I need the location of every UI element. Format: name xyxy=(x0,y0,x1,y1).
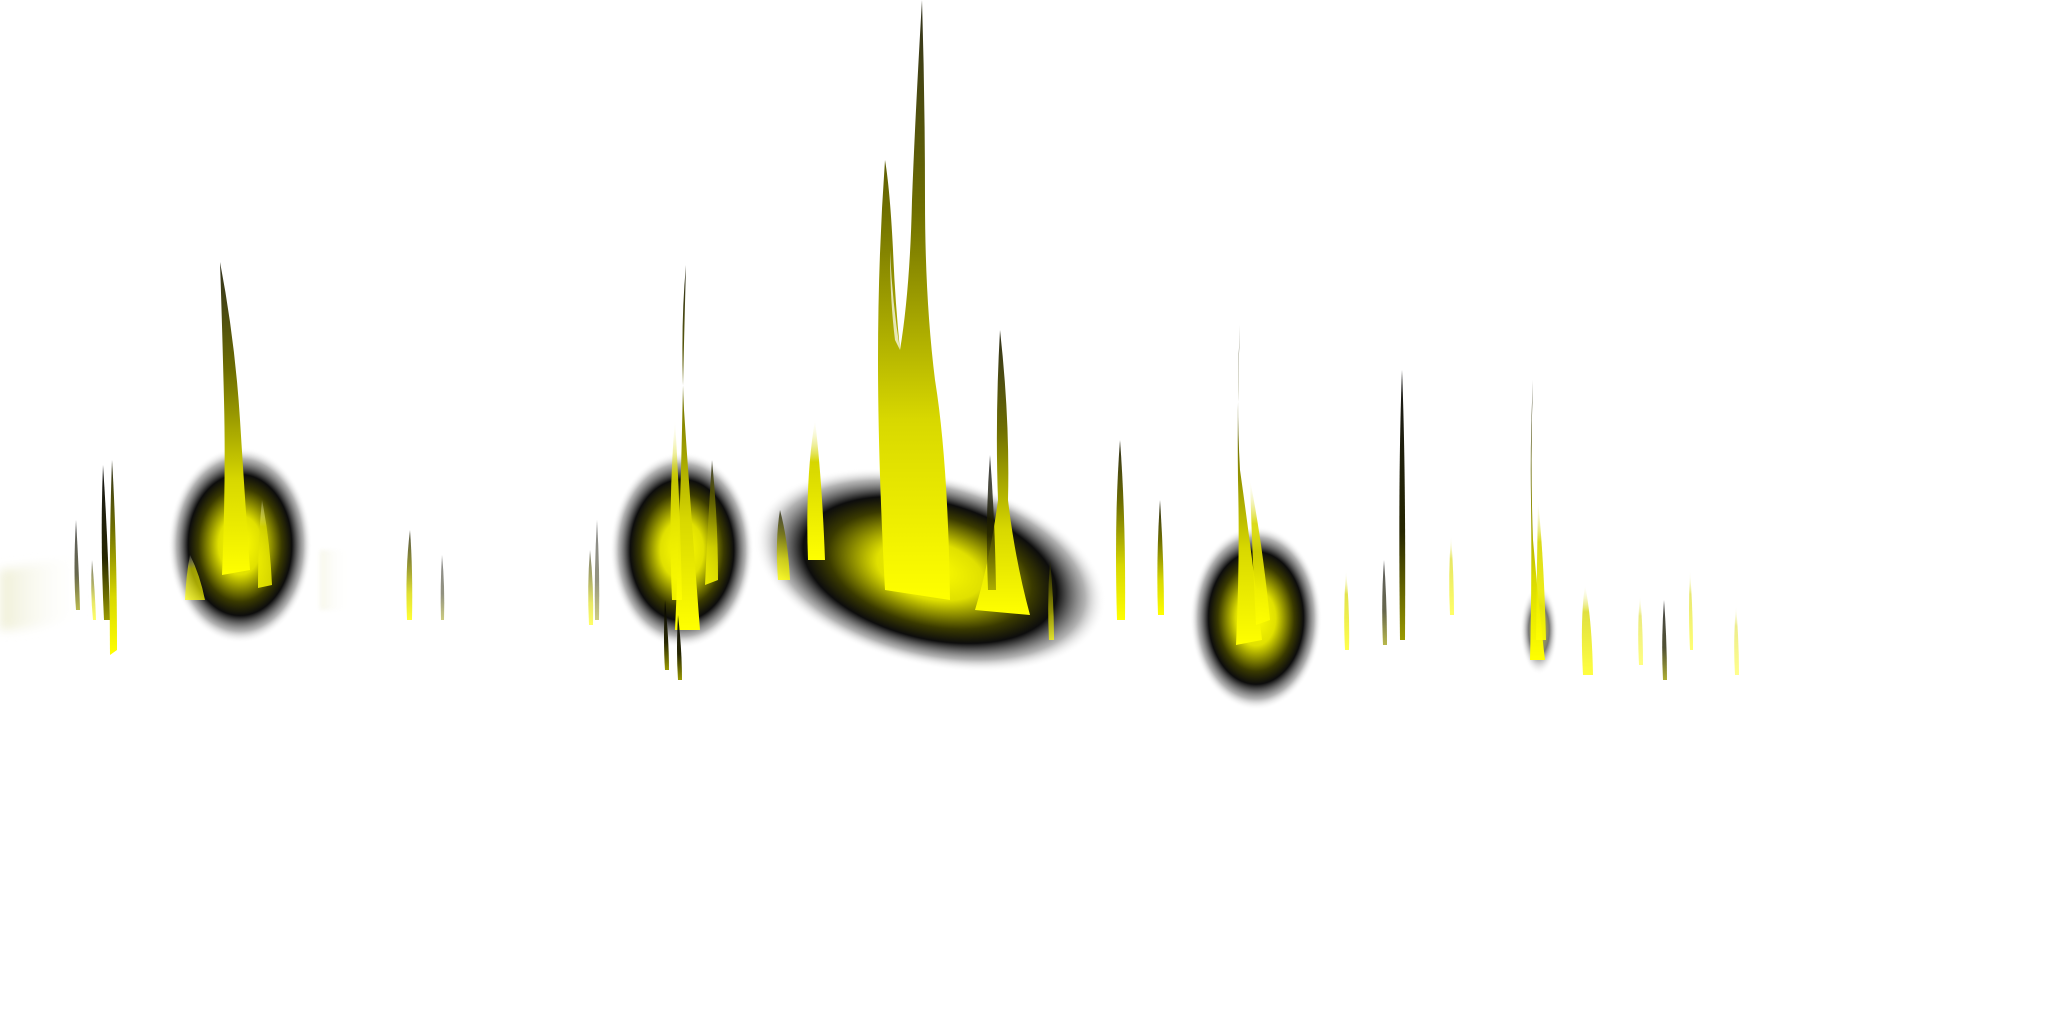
left-flame-cluster xyxy=(74,460,117,655)
flame-4 xyxy=(1530,380,1546,660)
thin-spikes-right xyxy=(1344,370,1454,650)
flame-2 xyxy=(664,265,718,680)
small-sparks-1 xyxy=(320,520,600,625)
twin-flame-peak xyxy=(975,330,1054,640)
central-tall-flame xyxy=(776,0,950,600)
right-spike xyxy=(1116,440,1164,620)
flame-1 xyxy=(185,262,272,600)
faint-sparks-far-right xyxy=(1581,570,1739,680)
left-haze xyxy=(0,557,85,630)
flame-3 xyxy=(1236,325,1270,645)
